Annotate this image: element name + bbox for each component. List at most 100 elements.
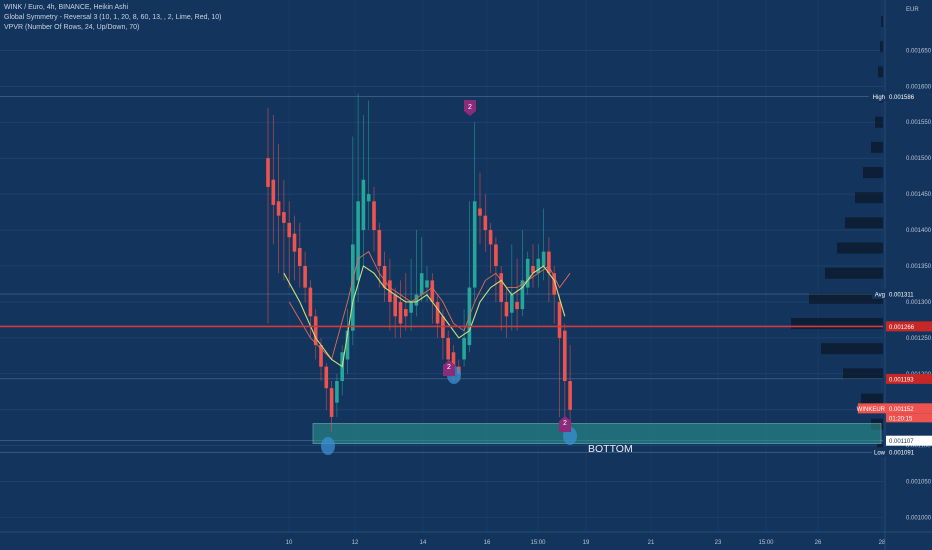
candle-body bbox=[515, 301, 519, 310]
y-tick-label: 0.001350 bbox=[906, 264, 932, 270]
candle-body bbox=[488, 230, 493, 245]
candle-body bbox=[419, 273, 424, 295]
x-tick-label: 15:00 bbox=[758, 540, 774, 546]
avg-price-label-name: Avg bbox=[875, 293, 885, 299]
candle-body bbox=[446, 337, 450, 360]
candle-body bbox=[425, 280, 429, 288]
candle-body bbox=[494, 244, 498, 266]
avg-price-label-box bbox=[886, 289, 932, 300]
y-tick-label: 0.001100 bbox=[906, 444, 931, 450]
y-tick-label: 0.001050 bbox=[906, 480, 932, 486]
candle-body bbox=[303, 266, 307, 288]
red-line-price-label: 0.001266 bbox=[889, 325, 915, 331]
candle-body bbox=[298, 248, 302, 266]
pivot-marker-label: 2 bbox=[468, 104, 472, 111]
avg-price-label: 0.001311 bbox=[889, 293, 914, 299]
candle-body bbox=[398, 301, 403, 324]
y-tick-label: 0.001650 bbox=[906, 48, 932, 54]
pivot-marker-shape bbox=[443, 360, 455, 376]
level-price-label: 0.001193 bbox=[889, 377, 914, 383]
candle-body bbox=[557, 301, 562, 338]
candle-body bbox=[324, 366, 329, 389]
x-tick-label: 23 bbox=[715, 540, 722, 546]
candle-body bbox=[483, 215, 488, 231]
x-tick-label: 28 bbox=[879, 540, 886, 546]
candle-body bbox=[292, 233, 297, 252]
y-tick-label: 0.001250 bbox=[906, 336, 932, 342]
pivot-marker-shape bbox=[559, 416, 571, 432]
candle-body bbox=[372, 201, 376, 231]
candle-body bbox=[287, 222, 291, 238]
low-price-label-box bbox=[886, 447, 932, 458]
candle-body bbox=[356, 201, 360, 281]
candle-body bbox=[313, 316, 318, 346]
x-tick-label: 15:00 bbox=[530, 540, 546, 546]
candle-body bbox=[414, 294, 419, 306]
zone-price-label-box bbox=[886, 435, 932, 446]
high-price-label-box bbox=[886, 91, 932, 102]
y-tick-label: 0.001300 bbox=[906, 300, 932, 306]
low-price-label: 0.001091 bbox=[889, 451, 915, 457]
candle-body bbox=[520, 280, 525, 310]
candle-body bbox=[345, 330, 350, 360]
x-tick-label: 19 bbox=[583, 540, 590, 546]
y-tick-label: 0.001000 bbox=[906, 516, 932, 522]
candle-body bbox=[552, 273, 556, 295]
volume-profile-bar bbox=[875, 116, 883, 128]
red-line-price-label-box bbox=[886, 321, 932, 332]
candle-body bbox=[504, 301, 509, 317]
candle-body bbox=[366, 194, 371, 202]
countdown-box bbox=[886, 413, 932, 423]
candle-body bbox=[472, 201, 477, 288]
bottom-zone bbox=[312, 423, 882, 444]
x-tick-label: 21 bbox=[648, 540, 655, 546]
low-price-label-name: Low bbox=[874, 451, 886, 457]
candle-body bbox=[335, 381, 339, 403]
volume-profile-bar bbox=[821, 343, 883, 355]
volume-profile-bar bbox=[861, 393, 883, 405]
low-price-label-tag bbox=[872, 447, 887, 458]
volume-profile-bar bbox=[880, 41, 883, 53]
volume-profile-bar bbox=[871, 141, 883, 153]
candle-body bbox=[377, 230, 382, 266]
pivot-marker-shape bbox=[464, 100, 476, 116]
y-tick-label: 0.001450 bbox=[906, 192, 932, 198]
last-price-label-tag bbox=[857, 403, 887, 414]
candle-body bbox=[276, 201, 281, 216]
high-price-label-tag bbox=[868, 91, 887, 102]
x-tick-label: 16 bbox=[484, 540, 491, 546]
candle-body bbox=[393, 294, 397, 317]
candle-body bbox=[271, 179, 276, 205]
y-tick-label: 0.001600 bbox=[906, 84, 932, 90]
legend-symbol: WINK / Euro, 4h, BINANCE, Heikin Ashi bbox=[4, 4, 129, 11]
pivot-marker[interactable]: 2 bbox=[464, 100, 476, 116]
candle-body bbox=[404, 309, 408, 317]
candle-body bbox=[531, 266, 535, 274]
volume-profile-bar bbox=[809, 292, 883, 304]
legend-indicator-symmetry: Global Symmetry - Reversal 3 (10, 1, 20,… bbox=[4, 14, 222, 21]
pivot-marker-label: 2 bbox=[563, 420, 567, 427]
y-tick-label: 0.001500 bbox=[906, 156, 932, 162]
candle-body bbox=[308, 287, 313, 317]
pivot-circle bbox=[321, 437, 335, 455]
volume-profile-bar bbox=[825, 267, 883, 279]
candle-body bbox=[382, 266, 387, 288]
candle-body bbox=[541, 251, 546, 266]
pivot-marker[interactable]: 2 bbox=[443, 360, 455, 376]
countdown-label: 01:20:15 bbox=[889, 416, 913, 422]
candle-body bbox=[536, 258, 541, 274]
currency-label: EUR bbox=[906, 7, 919, 13]
candle-body bbox=[478, 208, 482, 216]
candle-body bbox=[547, 251, 551, 274]
bottom-label: BOTTOM bbox=[588, 443, 633, 455]
volume-profile-bar bbox=[843, 368, 883, 380]
candle-body bbox=[568, 381, 572, 410]
candle-body bbox=[435, 301, 440, 324]
legend-indicator-vpvr: VPVR (Number Of Rows, 24, Up/Down, 70) bbox=[4, 24, 140, 31]
avg-price-label-tag bbox=[872, 289, 887, 300]
volume-profile-bar bbox=[791, 318, 883, 330]
high-price-label: 0.001586 bbox=[889, 95, 915, 101]
pivot-marker[interactable]: 2 bbox=[559, 416, 571, 432]
candle-body bbox=[351, 244, 355, 331]
